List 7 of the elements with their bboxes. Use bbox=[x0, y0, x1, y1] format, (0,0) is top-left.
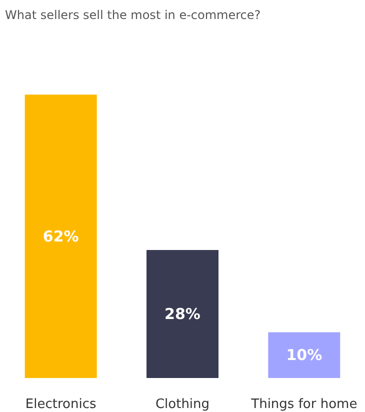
x-tick-label: Electronics bbox=[25, 397, 96, 412]
data-label: 28% bbox=[164, 305, 200, 323]
chart-title: What sellers sell the most in e-commerce? bbox=[5, 8, 261, 22]
x-tick-label: Clothing bbox=[155, 397, 210, 412]
x-tick-label: Things for home bbox=[250, 397, 358, 412]
data-label: 10% bbox=[286, 346, 322, 364]
data-label: 62% bbox=[42, 227, 79, 246]
